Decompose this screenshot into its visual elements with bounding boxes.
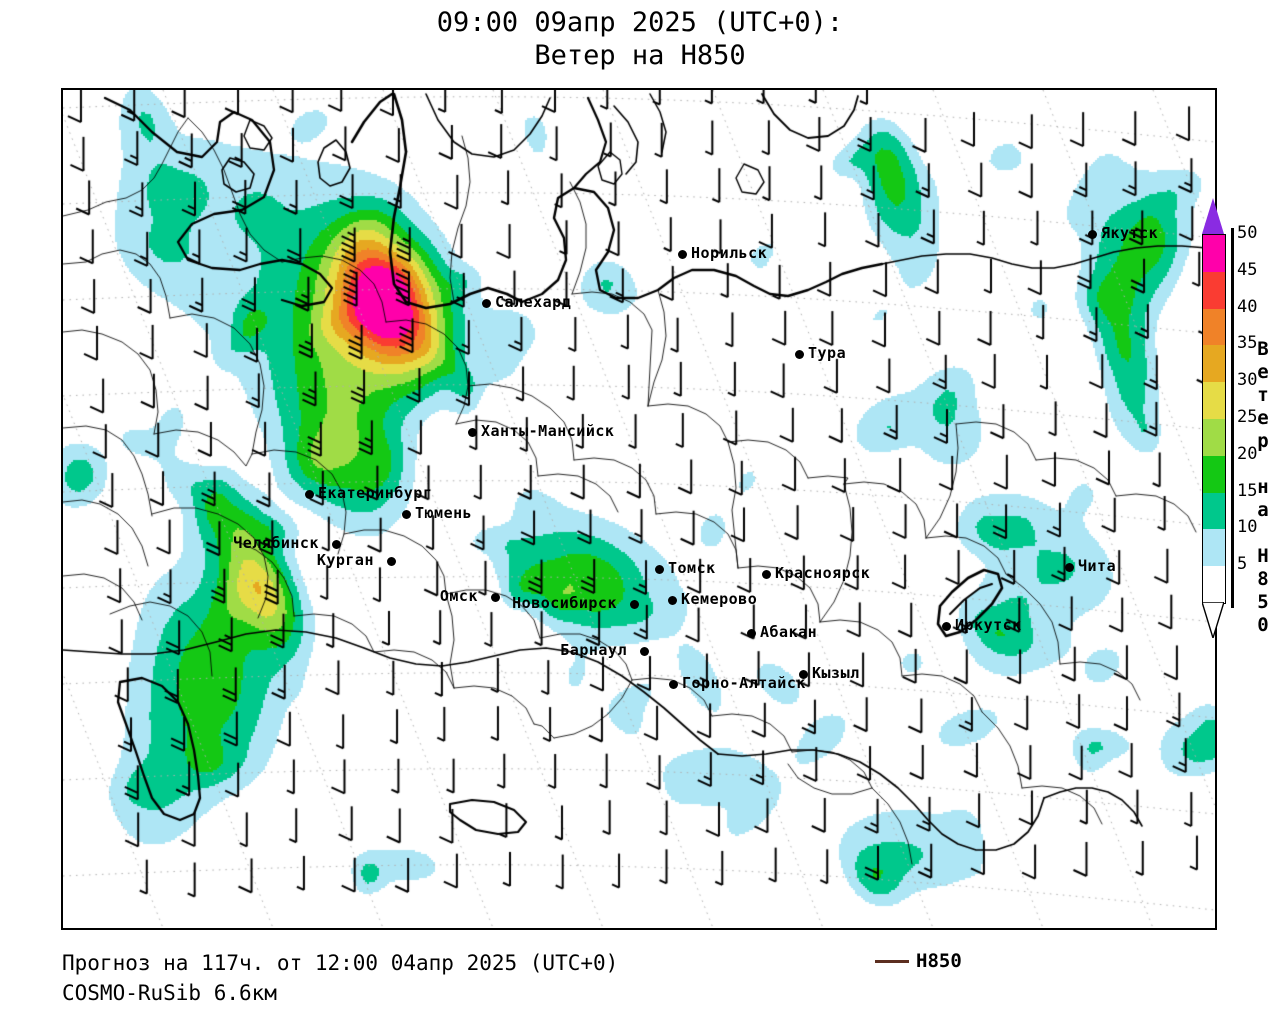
- city-dot-icon: [678, 250, 687, 259]
- colorbar-segment-20: [1203, 455, 1225, 493]
- city-label: Тура: [808, 344, 847, 362]
- city-label: Абакан: [760, 623, 818, 641]
- city-label: Курган: [316, 551, 374, 569]
- city-dot-icon: [747, 629, 756, 638]
- colorbar-segment-5: [1203, 566, 1225, 603]
- city-dot-icon: [387, 557, 396, 566]
- footer-forecast-line: Прогноз на 117ч. от 12:00 04апр 2025 (UT…: [62, 951, 619, 975]
- title-variable: Ветер на H850: [534, 40, 746, 71]
- city-label: Салехард: [495, 293, 572, 311]
- colorbar-segment-15: [1203, 492, 1225, 530]
- colorbar-tick-10: 10: [1237, 517, 1258, 538]
- colorbar-segment-25: [1203, 418, 1225, 456]
- legend-h850: H850: [875, 950, 962, 972]
- city-label: Норильск: [691, 244, 768, 262]
- city-label: Красноярск: [775, 564, 871, 582]
- city-label: Омск: [439, 587, 478, 605]
- city-dot-icon: [669, 680, 678, 689]
- colorbar-segment-10: [1203, 529, 1225, 567]
- city-dot-icon: [482, 299, 491, 308]
- h850-line-swatch: [875, 959, 909, 963]
- colorbar-tick-50: 50: [1237, 223, 1258, 243]
- colorbar-under-arrow: [1202, 602, 1224, 638]
- colorbar-over-arrow: [1202, 198, 1224, 234]
- colorbar-title: Ветер на H850: [1252, 338, 1274, 637]
- colorbar-segment-30: [1203, 382, 1225, 419]
- colorbar-tick-25: 25: [1237, 407, 1258, 427]
- colorbar-tick-20: 20: [1237, 443, 1258, 464]
- city-dot-icon: [762, 570, 771, 579]
- city-dot-icon: [655, 565, 664, 574]
- city-label: Екатеринбург: [318, 484, 433, 502]
- city-label: Томск: [668, 559, 716, 577]
- colorbar-gradient: [1202, 234, 1226, 604]
- city-label: Якутск: [1101, 224, 1159, 242]
- page-title: 09:00 09апр 2025 (UTC+0): Ветер на H850: [0, 6, 1280, 72]
- city-dot-icon: [1065, 563, 1074, 572]
- city-label: Тюмень: [415, 504, 473, 522]
- city-label: Кызыл: [812, 664, 860, 682]
- colorbar-tick-5: 5: [1237, 554, 1248, 575]
- colorbar-axis: [1231, 228, 1234, 608]
- city-dot-icon: [402, 510, 411, 519]
- colorbar-segment-35: [1203, 345, 1225, 383]
- colorbar: 50 45 40 35 30 25 20 15 10 5 Ветер на H850: [1196, 198, 1280, 638]
- city-dot-icon: [668, 596, 677, 605]
- city-label: Ханты-Мансийск: [481, 422, 615, 440]
- city-label: Кемерово: [681, 590, 758, 608]
- city-label: Челябинск: [233, 534, 319, 552]
- city-dot-icon: [795, 350, 804, 359]
- city-dot-icon: [799, 670, 808, 679]
- footer-model-line: COSMO-RuSib 6.6км: [62, 981, 277, 1005]
- city-dot-icon: [305, 490, 314, 499]
- colorbar-tick-30: 30: [1237, 370, 1258, 391]
- city-label: Иркутск: [955, 616, 1022, 634]
- city-dot-icon: [468, 428, 477, 437]
- colorbar-segment-40: [1203, 308, 1225, 346]
- city-dot-icon: [640, 647, 649, 656]
- colorbar-tick-40: 40: [1237, 296, 1258, 317]
- city-label: Горно-Алтайск: [682, 674, 806, 692]
- city-label: Новосибирск: [512, 594, 617, 612]
- city-label: Барнаул: [560, 641, 627, 659]
- city-dot-icon: [630, 600, 639, 609]
- map-frame[interactable]: Норильск Якутск Салехард Тура Ханты-Мансийск…: [61, 88, 1217, 930]
- weather-map-canvas[interactable]: [63, 90, 1215, 928]
- city-dot-icon: [491, 593, 500, 602]
- colorbar-segment-50: [1203, 235, 1225, 272]
- colorbar-segment-45: [1203, 271, 1225, 309]
- colorbar-tick-35: 35: [1237, 333, 1258, 354]
- city-dot-icon: [942, 622, 951, 631]
- colorbar-tick-15: 15: [1237, 480, 1258, 501]
- city-dot-icon: [332, 540, 341, 549]
- city-dot-icon: [1088, 230, 1097, 239]
- colorbar-tick-45: 45: [1237, 259, 1258, 280]
- city-label: Чита: [1078, 557, 1117, 575]
- h850-legend-label: H850: [916, 950, 962, 972]
- title-timestamp: 09:00 09апр 2025 (UTC+0):: [436, 7, 844, 38]
